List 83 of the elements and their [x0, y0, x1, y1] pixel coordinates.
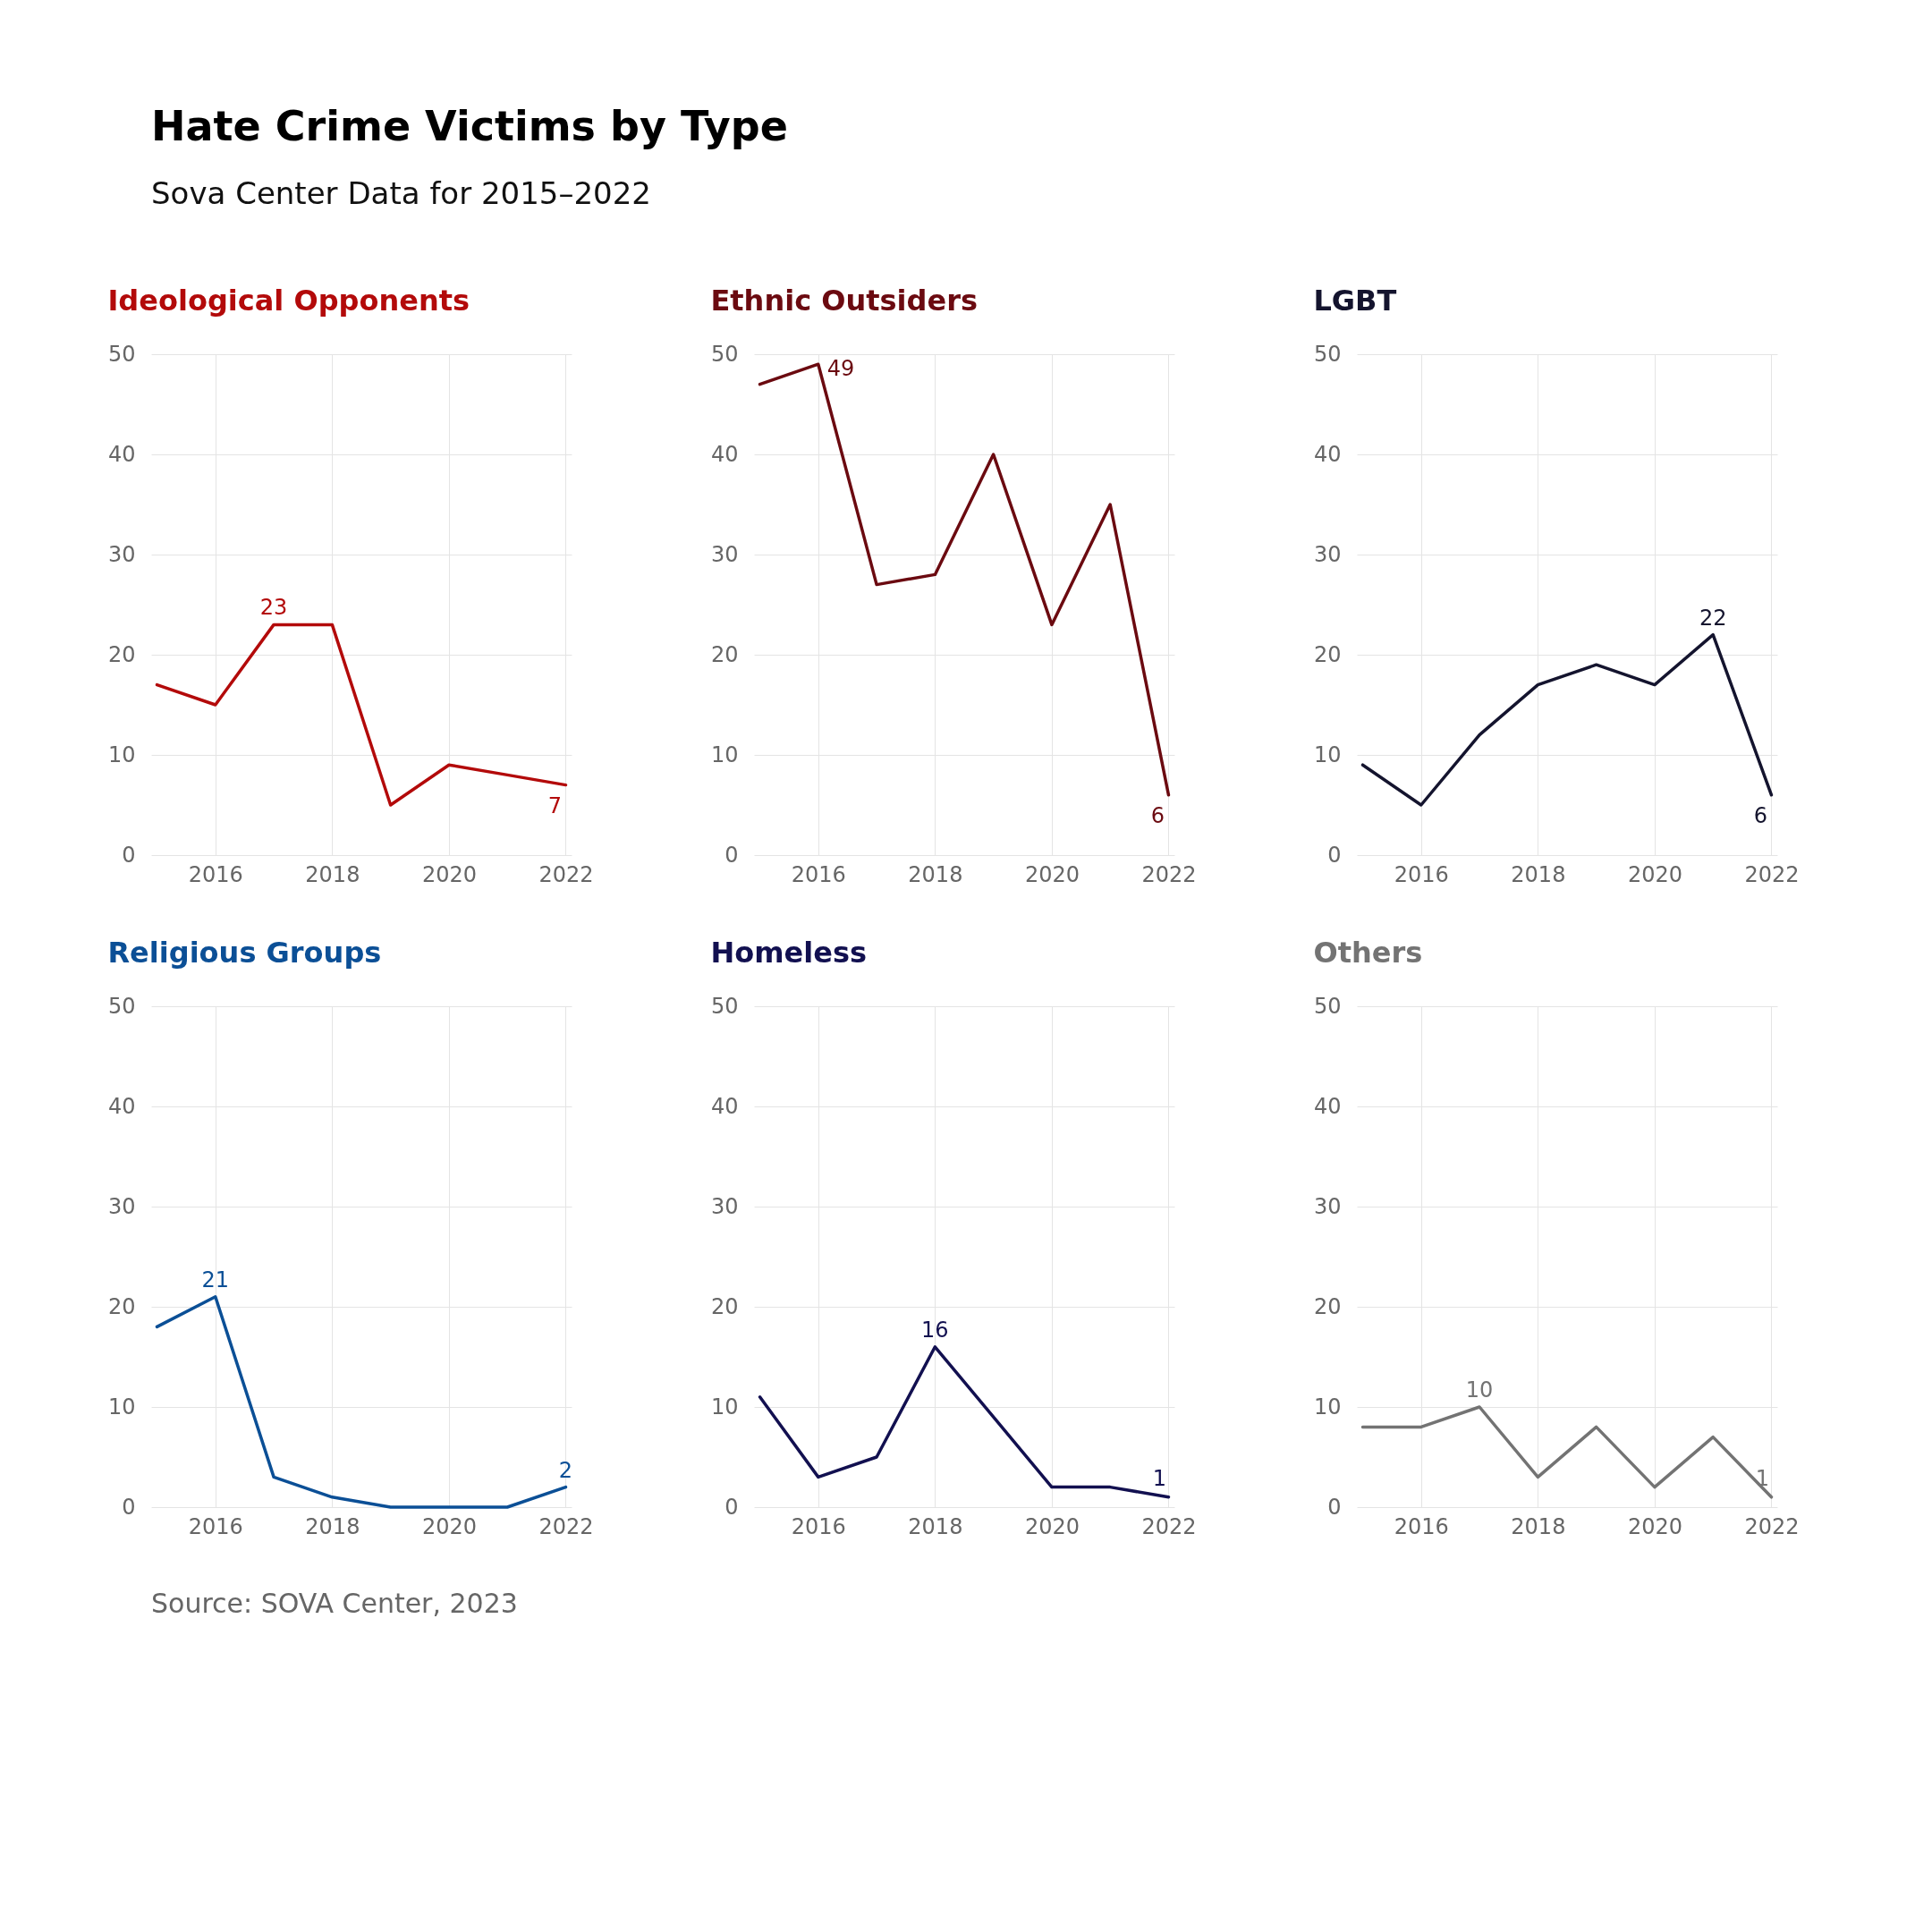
annotation: 6: [1150, 802, 1165, 828]
y-tick-label: 0: [122, 842, 136, 868]
y-tick-label: 0: [122, 1494, 136, 1520]
text: Hate Crime Victims by Type: [151, 102, 788, 150]
x-tick-label: 2018: [1511, 1513, 1566, 1539]
y-tick-label: 20: [710, 641, 739, 667]
line-series: [1360, 632, 1774, 807]
y-tick-label: 40: [107, 1093, 136, 1119]
x-tick-label: 2020: [1627, 1513, 1682, 1539]
y-tick-label: 50: [107, 341, 136, 367]
x-tick-label: 2016: [791, 1513, 846, 1539]
annotation: 10: [1465, 1377, 1494, 1402]
chart-title: Others: [1313, 936, 1423, 970]
x-tick-label: 2022: [1744, 1513, 1800, 1539]
chart-title: Ethnic Outsiders: [710, 284, 978, 318]
line-series: [758, 1345, 1171, 1499]
y-tick-label: 50: [710, 341, 739, 367]
x-tick-label: 2020: [421, 861, 477, 887]
annotation: 49: [826, 356, 855, 382]
x-tick-label: 2016: [188, 861, 243, 887]
chart-title: LGBT: [1313, 284, 1397, 318]
y-tick-label: 30: [710, 1193, 739, 1219]
y-tick-label: 0: [724, 1494, 739, 1520]
chart-title: Homeless: [710, 936, 868, 970]
y-tick-label: 10: [1313, 741, 1342, 767]
x-tick-label: 2022: [1744, 861, 1800, 887]
x-tick-label: 2022: [538, 861, 594, 887]
text: Sova Center Data for 2015–2022: [151, 175, 651, 211]
y-tick-label: 40: [107, 441, 136, 467]
x-tick-label: 2020: [1024, 1513, 1080, 1539]
x-tick-label: 2020: [1627, 861, 1682, 887]
y-tick-label: 0: [1327, 1494, 1342, 1520]
x-tick-label: 2018: [908, 1513, 963, 1539]
y-tick-label: 40: [1313, 441, 1342, 467]
y-tick-label: 10: [1313, 1394, 1342, 1419]
y-tick-label: 30: [1313, 1193, 1342, 1219]
chart-title: Religious Groups: [107, 936, 382, 970]
y-tick-label: 50: [710, 993, 739, 1019]
y-tick-label: 30: [107, 1193, 136, 1219]
source-note: Source: SOVA Center, 2023: [151, 1588, 518, 1619]
y-tick-label: 50: [1313, 993, 1342, 1019]
x-tick-label: 2018: [1511, 861, 1566, 887]
y-tick-label: 50: [1313, 341, 1342, 367]
y-tick-label: 10: [107, 1394, 136, 1419]
y-tick-label: 0: [1327, 842, 1342, 868]
annotation: 22: [1699, 605, 1727, 631]
y-tick-label: 0: [724, 842, 739, 868]
annotation: 2: [558, 1457, 573, 1483]
y-tick-label: 30: [1313, 541, 1342, 567]
x-tick-label: 2016: [188, 1513, 243, 1539]
x-tick-label: 2020: [1024, 861, 1080, 887]
annotation: 21: [201, 1267, 230, 1292]
x-tick-label: 2018: [908, 861, 963, 887]
y-tick-label: 50: [107, 993, 136, 1019]
x-tick-label: 2016: [1394, 861, 1449, 887]
y-tick-label: 10: [710, 741, 739, 767]
y-tick-label: 10: [710, 1394, 739, 1419]
y-tick-label: 10: [107, 741, 136, 767]
x-tick-label: 2016: [1394, 1513, 1449, 1539]
y-tick-label: 40: [1313, 1093, 1342, 1119]
line-series: [1360, 1405, 1774, 1499]
x-tick-label: 2018: [305, 1513, 360, 1539]
x-tick-label: 2022: [1141, 861, 1197, 887]
y-tick-label: 40: [710, 441, 739, 467]
x-tick-label: 2022: [538, 1513, 594, 1539]
y-tick-label: 20: [1313, 641, 1342, 667]
annotation: 6: [1753, 802, 1768, 828]
y-tick-label: 30: [710, 541, 739, 567]
x-tick-label: 2020: [421, 1513, 477, 1539]
x-tick-label: 2016: [791, 861, 846, 887]
x-tick-label: 2022: [1141, 1513, 1197, 1539]
annotation: 7: [547, 792, 563, 818]
annotation: 1: [1152, 1465, 1167, 1491]
y-tick-label: 20: [107, 641, 136, 667]
y-tick-label: 20: [107, 1293, 136, 1319]
y-tick-label: 20: [710, 1293, 739, 1319]
chart-title: Ideological Opponents: [107, 284, 470, 318]
x-tick-label: 2018: [305, 861, 360, 887]
y-tick-label: 40: [710, 1093, 739, 1119]
y-tick-label: 20: [1313, 1293, 1342, 1319]
annotation: 23: [259, 595, 288, 621]
annotation: 16: [921, 1317, 949, 1343]
y-tick-label: 30: [107, 541, 136, 567]
